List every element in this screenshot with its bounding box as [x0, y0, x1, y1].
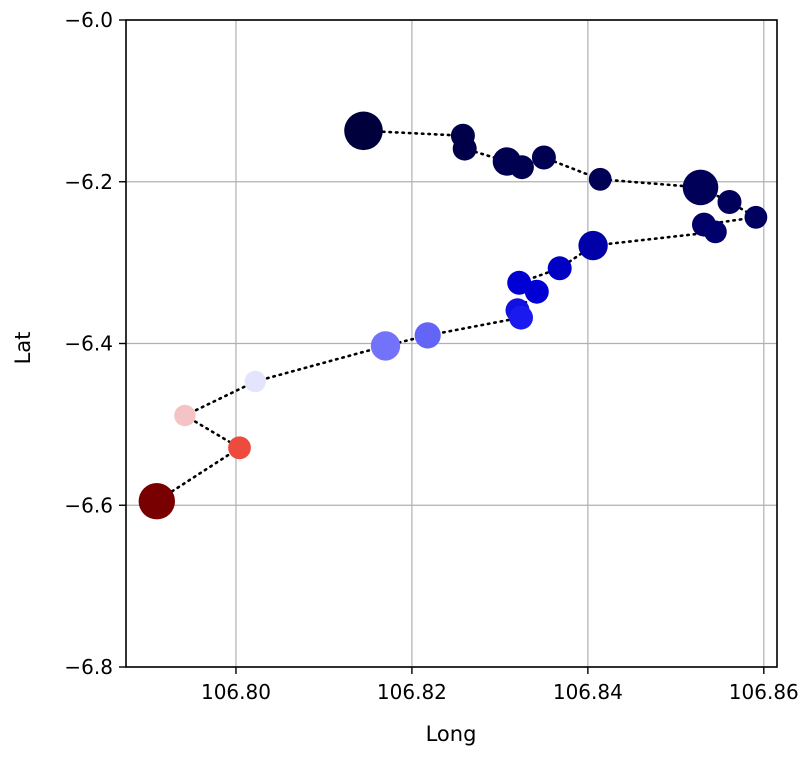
x-tick-label: 106.86: [729, 680, 799, 704]
data-point: [717, 190, 742, 214]
data-point: [744, 205, 768, 229]
data-point: [244, 370, 266, 393]
y-tick-label: −6.6: [64, 493, 113, 517]
x-axis-ticks: 106.80 106.82 106.84 106.86: [201, 667, 799, 704]
data-point: [531, 145, 556, 170]
y-tick-label: −6.0: [64, 8, 113, 32]
data-point: [452, 136, 477, 161]
data-point: [344, 111, 383, 151]
y-tick-label: −6.4: [64, 332, 113, 356]
data-point: [138, 483, 175, 520]
data-point: [547, 256, 572, 281]
data-point: [509, 305, 533, 330]
data-points: [138, 111, 768, 520]
data-point: [578, 230, 608, 261]
data-point: [174, 404, 196, 427]
y-axis-ticks: −6.0 −6.2 −6.4 −6.6 −6.8: [64, 8, 126, 679]
data-point: [682, 169, 719, 206]
data-point: [228, 436, 251, 460]
data-point: [509, 155, 534, 180]
y-axis-label: Lat: [11, 332, 35, 365]
x-tick-label: 106.80: [201, 680, 271, 704]
x-tick-label: 106.82: [377, 680, 447, 704]
y-tick-label: −6.8: [64, 655, 113, 679]
data-point: [588, 167, 612, 191]
data-point: [704, 220, 727, 244]
y-tick-label: −6.2: [64, 170, 113, 194]
x-tick-label: 106.84: [553, 680, 623, 704]
data-point: [370, 331, 401, 361]
data-point: [524, 279, 549, 304]
x-axis-label: Long: [426, 722, 477, 746]
data-point: [414, 322, 441, 349]
